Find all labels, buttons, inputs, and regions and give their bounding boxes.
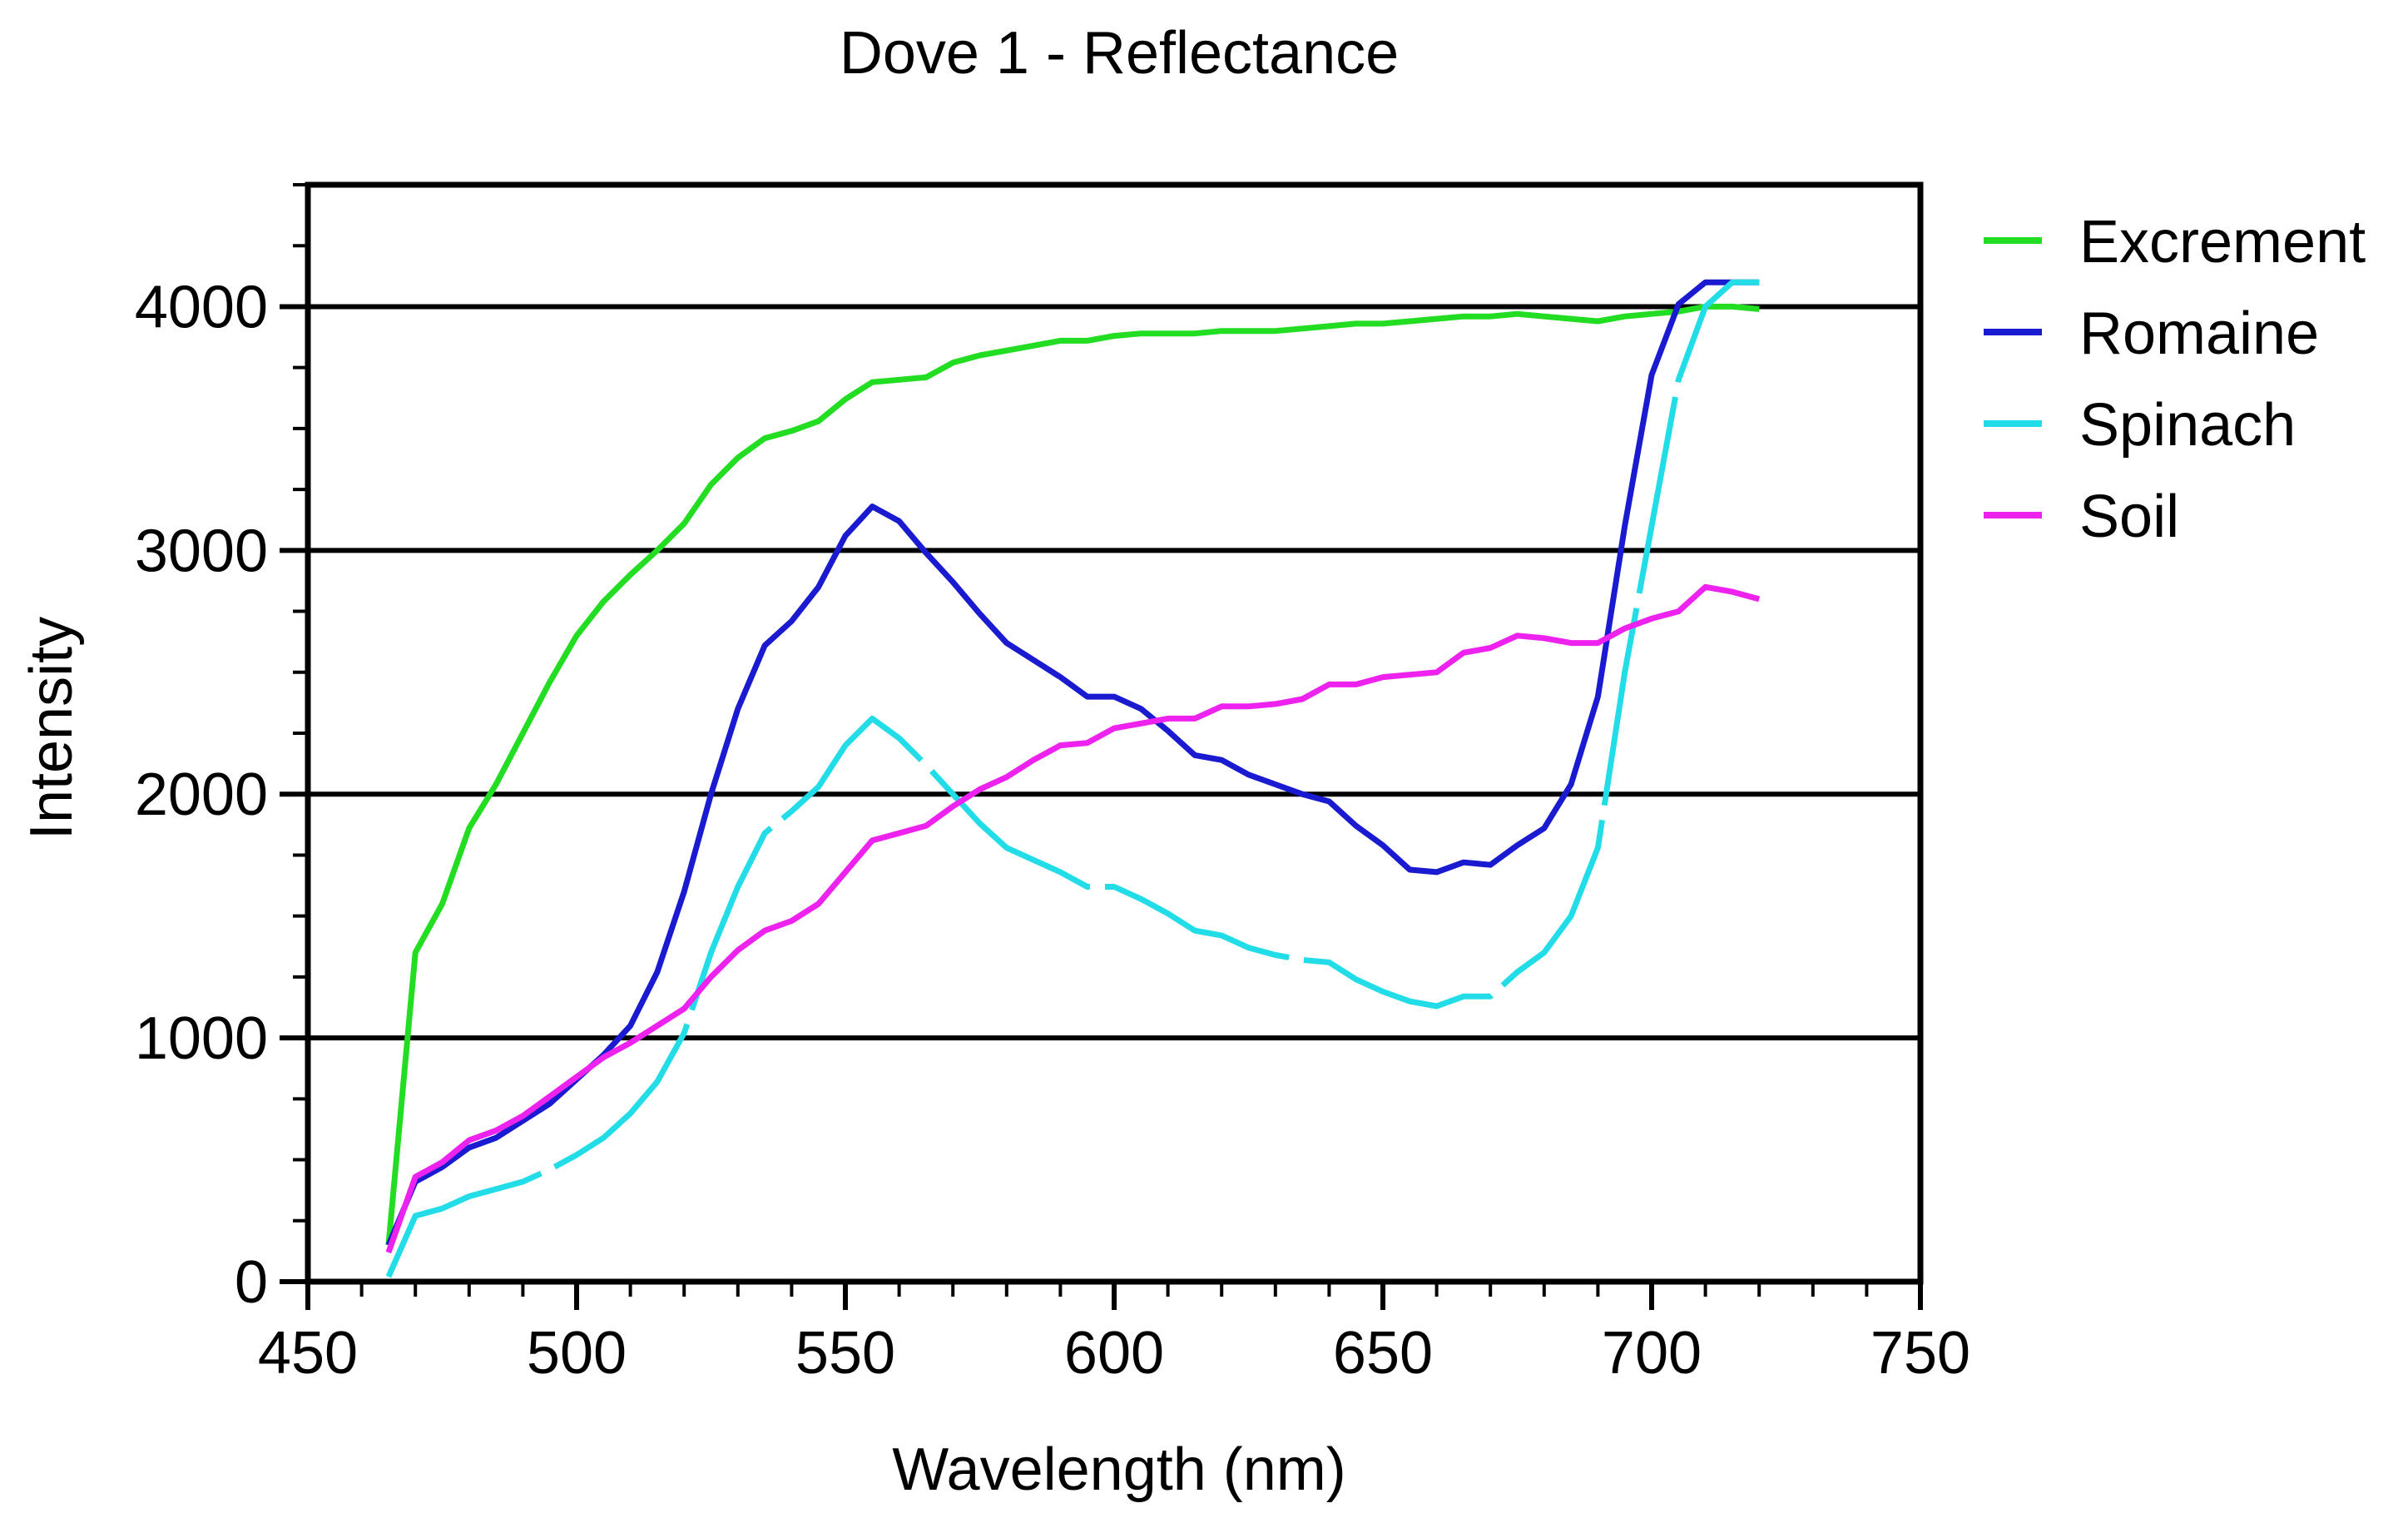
series-line-spinach	[385, 279, 1760, 1278]
grid-lines	[308, 304, 1920, 1041]
y-tick-label-3000: 3000	[135, 518, 268, 584]
chart-title: Dove 1 - Reflectance	[840, 20, 1399, 87]
series-line-romaine	[385, 279, 1760, 1247]
y-tick-label-1000: 1000	[135, 1005, 268, 1072]
y-tick-label-4000: 4000	[135, 274, 268, 340]
x-tick-label-500: 500	[527, 1320, 627, 1387]
x-tick-label-550: 550	[795, 1320, 895, 1387]
series-lines	[385, 279, 1761, 1278]
y-tick-label-0: 0	[235, 1249, 268, 1316]
x-axis-label: Wavelength (nm)	[892, 1436, 1346, 1503]
x-axis-ticks: 450 500 550 600 650 700 750	[258, 1282, 1970, 1387]
legend-label-romaine: Romaine	[2079, 300, 2319, 367]
x-tick-label-450: 450	[258, 1320, 358, 1387]
y-axis-ticks: 0 1000 2000 3000 4000	[135, 183, 308, 1316]
x-tick-label-750: 750	[1870, 1320, 1970, 1387]
series-line-soil	[385, 583, 1761, 1254]
y-tick-label-2000: 2000	[135, 762, 268, 828]
y-axis-label: Intensity	[18, 617, 85, 840]
legend-label-soil: Soil	[2079, 484, 2179, 550]
legend: Excrement Romaine Spinach Soil	[1984, 209, 2366, 550]
x-tick-label-700: 700	[1602, 1320, 1702, 1387]
legend-label-excrement: Excrement	[2079, 209, 2366, 275]
x-tick-label-600: 600	[1064, 1320, 1164, 1387]
x-tick-label-650: 650	[1333, 1320, 1433, 1387]
legend-label-spinach: Spinach	[2079, 392, 2296, 459]
series-line-excrement	[385, 303, 1760, 1246]
